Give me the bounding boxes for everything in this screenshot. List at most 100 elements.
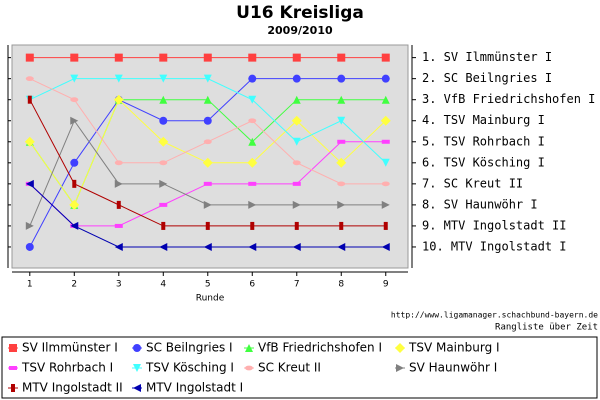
x-tick-label: 2 [71,280,77,290]
y-tick-label: 5. TSV Rohrbach I [422,134,545,148]
data-point [159,242,168,251]
data-point [70,116,79,125]
x-axis-label: Runde [196,294,225,304]
data-point [248,137,257,146]
data-point [158,136,169,147]
data-point [70,221,79,230]
data-point [114,242,123,251]
data-point [114,223,123,228]
legend-marker [9,344,17,352]
x-tick-label: 3 [116,280,122,290]
y-tick-label: 9. MTV Ingolstadt II [422,218,567,232]
x-tick-label: 4 [160,280,166,290]
data-point [337,116,346,125]
data-point [337,53,346,62]
x-tick-label: 7 [294,280,300,290]
data-point [337,242,346,251]
y-tick-label: 2. SC Beilngries I [422,71,552,85]
y-tick-label: 1. SV Ilmmünster I [422,50,552,64]
data-point [205,221,210,230]
data-point [381,53,390,62]
data-point [380,115,391,126]
source: http://www.ligamanager.schachbund-bayern… [391,311,598,320]
data-point [292,160,301,166]
data-point [203,74,212,83]
data-point [159,179,168,188]
legend-marker [133,344,141,352]
legend-marker [11,384,15,392]
data-point [248,118,257,124]
data-point [248,74,257,83]
legend-label: SC Kreut II [258,361,321,375]
x-tick-label: 1 [27,280,33,290]
chart-title: U16 Kreisliga [236,3,364,23]
data-point [381,200,390,209]
legend-label: MTV Ingolstadt I [146,381,243,395]
data-point [294,221,299,230]
data-point [69,199,80,210]
data-point [161,221,166,230]
x-tick-label: 5 [205,280,211,290]
data-point [70,53,79,62]
data-point [114,74,123,83]
y-tick-label: 6. TSV Kösching I [422,155,545,169]
data-point [381,74,390,83]
data-point [27,95,32,104]
data-point [25,179,34,188]
data-point [337,200,346,209]
data-point [381,95,390,104]
data-point [203,139,212,145]
data-point [381,139,390,144]
legend-label: SV Haunwöhr I [409,361,497,375]
data-point [25,76,34,82]
data-point [159,53,168,62]
data-point [24,136,35,147]
data-point [203,53,212,62]
data-point [203,95,212,104]
data-point [159,95,168,104]
data-point [337,95,346,104]
data-point [25,242,34,251]
data-point [292,181,301,186]
x-tick-label: 8 [338,280,344,290]
data-point [203,200,212,209]
data-point [248,95,257,104]
caption: Rangliste über Zeit [495,323,598,333]
data-point [292,200,301,209]
data-point [116,200,121,209]
data-point [70,158,79,167]
legend-marker [395,343,405,353]
legend-label: SC Beilngries I [146,341,233,355]
data-point [203,181,212,186]
legend-label: MTV Ingolstadt II [22,381,123,395]
x-tick-label: 9 [383,280,389,290]
legend-marker [396,364,404,372]
data-point [339,221,344,230]
data-point [70,97,79,103]
data-point [248,181,257,186]
data-point [159,116,168,125]
chart-subtitle: 2009/2010 [267,24,333,37]
data-point [159,202,168,207]
data-point [336,157,347,168]
data-point [25,221,34,230]
legend-marker [245,344,253,352]
data-point [248,242,257,251]
data-point [292,53,301,62]
legend-label: VfB Friedrichshofen I [258,341,382,355]
data-point [292,74,301,83]
data-point [337,181,346,187]
data-point [383,221,388,230]
legend-label: TSV Rohrbach I [21,361,113,375]
data-point [114,160,123,166]
data-point [381,158,390,167]
data-point [337,139,346,144]
y-tick-label: 3. VfB Friedrichshofen I [422,92,595,106]
legend-marker [245,365,253,371]
data-point [248,200,257,209]
data-point [114,53,123,62]
legend-marker [133,364,141,372]
data-point [159,74,168,83]
data-point [250,221,255,230]
